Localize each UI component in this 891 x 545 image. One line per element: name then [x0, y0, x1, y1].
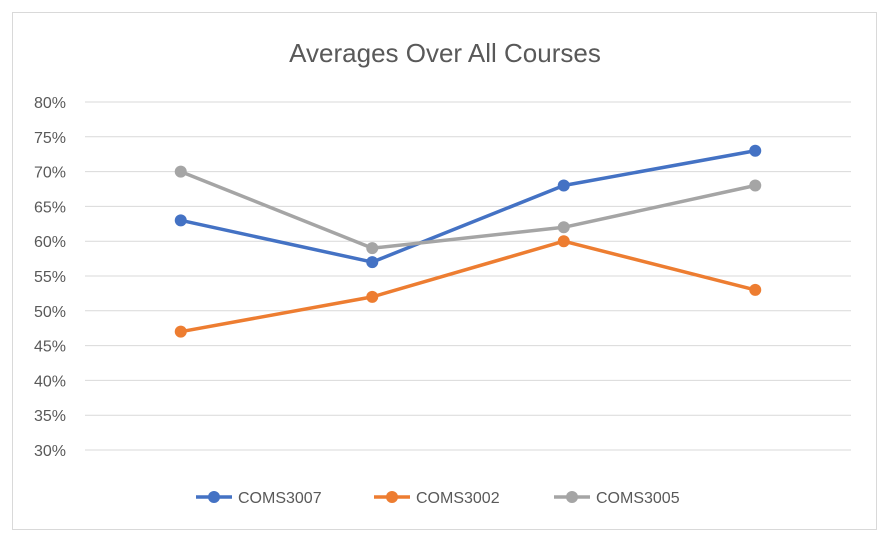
- data-point-COMS3002-0: [174, 325, 187, 338]
- y-tick-label: 70%: [34, 165, 66, 182]
- series-line-COMS3007: [180, 148, 756, 264]
- legend-swatch-marker: [386, 491, 398, 503]
- y-tick-label: 60%: [34, 234, 66, 251]
- legend-label: COMS3007: [238, 490, 322, 507]
- data-point-COMS3002-3: [749, 283, 762, 296]
- data-point-COMS3007-1: [366, 256, 379, 269]
- data-point-COMS3005-2: [557, 221, 570, 234]
- y-tick-label: 50%: [34, 304, 66, 321]
- y-axis-ticks: 30% 35% 40% 45% 50% 55% 60% 65% 70% 75% 80%: [34, 95, 66, 460]
- legend-swatch-marker: [566, 491, 578, 503]
- series-line-COMS3005: [180, 169, 756, 250]
- y-tick-label: 30%: [34, 443, 66, 460]
- data-point-COMS3002-2: [557, 235, 570, 248]
- data-point-COMS3007-3: [749, 144, 762, 157]
- y-tick-label: 55%: [34, 269, 66, 286]
- legend: COMS3007 COMS3002 COMS3005: [196, 490, 680, 507]
- y-tick-label: 35%: [34, 408, 66, 425]
- legend-label: COMS3002: [416, 490, 500, 507]
- gridlines: [85, 101, 851, 451]
- series-lines: [174, 144, 762, 338]
- data-point-COMS3002-1: [366, 290, 379, 303]
- legend-label: COMS3005: [596, 490, 680, 507]
- data-point-COMS3005-3: [749, 179, 762, 192]
- legend-swatch-marker: [208, 491, 220, 503]
- y-tick-label: 65%: [34, 199, 66, 216]
- data-point-COMS3007-0: [174, 214, 187, 227]
- chart-frame: [12, 12, 877, 530]
- data-point-COMS3005-1: [366, 242, 379, 255]
- chart-title: Averages Over All Courses: [289, 38, 601, 68]
- data-point-COMS3007-2: [557, 179, 570, 192]
- y-tick-label: 80%: [34, 95, 66, 112]
- data-point-COMS3005-0: [174, 165, 187, 178]
- y-tick-label: 45%: [34, 339, 66, 356]
- y-tick-label: 75%: [34, 130, 66, 147]
- series-line-COMS3002: [180, 239, 756, 334]
- y-tick-label: 40%: [34, 373, 66, 390]
